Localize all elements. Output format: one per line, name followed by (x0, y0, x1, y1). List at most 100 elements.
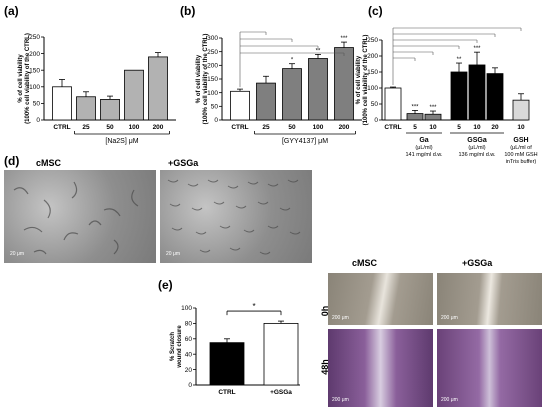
x-tick-label-c: 5 (457, 124, 461, 131)
micrograph-title-right: +GSGa (168, 158, 199, 168)
x-tick-label-a: 50 (106, 124, 114, 131)
x-tick-label-a: 200 (153, 124, 164, 131)
scratch-image-gsga-0h: 200 μm (437, 273, 542, 325)
y-axis-label-c: (100% cell viability of the CTRL) (363, 35, 369, 126)
significance-b: *** (340, 36, 348, 42)
bar-e-0 (209, 342, 245, 386)
x-tick-label-c: CTRL (384, 124, 401, 131)
panel-label-d: (d) (4, 154, 20, 168)
scratch-title-gsga: +GSGa (462, 258, 493, 268)
y-tick-label-b: 50 (211, 104, 219, 111)
x-tick-label-c: 10 (473, 124, 481, 131)
x-tick-label-b: 200 (339, 124, 350, 131)
y-axis-label-b: (100% cell viability of the CTRL) (203, 34, 209, 125)
significance-b: * (291, 58, 294, 64)
y-axis-label-e: wound closure (177, 325, 183, 369)
x-axis-label-b: [GYY4137] μM (282, 138, 328, 145)
bar-b-2 (282, 68, 302, 121)
panel-label-a: (a) (4, 4, 19, 18)
x-tick-label-c: 5 (413, 124, 417, 131)
scale-bar-label: 200 μm (441, 397, 458, 403)
significance-e: * (252, 302, 255, 311)
x-tick-label-c: 10 (429, 124, 437, 131)
bar-b-1 (256, 82, 276, 121)
scale-bar-label: 200 μm (332, 315, 349, 321)
x-tick-label-b: 50 (288, 124, 296, 131)
y-tick-label-b: 100 (207, 90, 218, 97)
y-tick-label-a: 100 (29, 84, 40, 91)
group-note-c: 100 mM GSH (504, 152, 537, 158)
group-unit-c: (μL/ml of (510, 145, 532, 151)
significance-c: *** (429, 105, 437, 111)
significance-c: *** (411, 104, 419, 110)
significance-c: *** (473, 46, 481, 52)
bar-a-1 (76, 96, 96, 121)
panel-label-c: (c) (368, 4, 383, 18)
scratch-image-cmsc-48h: 200 μm (328, 329, 433, 407)
y-tick-label-e: 20 (185, 367, 193, 374)
y-tick-label-e: 40 (185, 351, 193, 358)
significance-b: ** (316, 48, 321, 54)
panel-label-b: (b) (180, 4, 196, 18)
scale-bar-label: 200 μm (441, 315, 458, 321)
x-tick-label-a: 100 (129, 124, 140, 131)
y-tick-label-c: 100 (367, 85, 378, 92)
y-tick-label-c: 50 (371, 101, 379, 108)
x-tick-label-a: 25 (82, 124, 90, 131)
scale-bar-label: 200 μm (332, 397, 349, 403)
y-tick-label-a: 50 (33, 101, 41, 108)
micrograph-gsga: 20 μm (160, 170, 312, 263)
bar-a-2 (100, 99, 120, 121)
y-tick-label-c: 250 (367, 37, 378, 44)
x-tick-label-e: CTRL (218, 389, 235, 396)
group-note2-c: inTris buffer) (506, 159, 537, 165)
y-tick-label-b: 250 (207, 49, 218, 56)
cell-texture-cmsc (13, 181, 139, 255)
bar-a-0 (52, 86, 72, 121)
y-tick-label-c: 200 (367, 53, 378, 60)
y-tick-label-b: 200 (207, 63, 218, 70)
x-tick-label-b: CTRL (231, 124, 248, 131)
panel-label-e: (e) (158, 278, 173, 292)
x-tick-label-e: +GSGa (270, 389, 292, 396)
bar-a-4 (148, 56, 168, 121)
y-axis-label-c: % of cell viability (356, 55, 362, 104)
group-note-c: 141 mg/ml d.w. (406, 152, 443, 158)
micrograph-title-left: cMSC (36, 158, 62, 168)
scale-bar-label: 20 μm (10, 251, 24, 257)
y-tick-label-b: 0 (214, 117, 218, 124)
y-tick-label-c: 150 (367, 69, 378, 76)
y-tick-label-a: 250 (29, 34, 40, 41)
bar-b-4 (334, 47, 354, 121)
bar-c-0 (384, 87, 402, 121)
bar-b-3 (308, 58, 328, 121)
y-axis-label-a: % of cell viability (18, 54, 24, 103)
y-tick-label-a: 200 (29, 51, 40, 58)
group-name-c: Ga (419, 137, 428, 144)
scratch-image-gsga-48h: 200 μm (437, 329, 542, 407)
y-tick-label-a: 150 (29, 67, 40, 74)
x-tick-label-a: CTRL (53, 124, 70, 131)
bar-c-4 (468, 64, 486, 121)
group-name-c: GSH (513, 137, 528, 144)
x-tick-label-c: 10 (517, 124, 525, 131)
x-tick-label-b: 100 (313, 124, 324, 131)
y-tick-label-e: 80 (185, 321, 193, 328)
significance-c: ** (457, 57, 462, 63)
group-unit-c: (μL/ml) (468, 145, 485, 151)
y-tick-label-e: 0 (188, 382, 192, 389)
x-tick-label-c: 20 (491, 124, 499, 131)
bar-e-1 (263, 322, 299, 386)
scale-bar-label: 20 μm (166, 251, 180, 257)
y-tick-label-b: 300 (207, 35, 218, 42)
group-unit-c: (μL/ml) (415, 145, 432, 151)
bar-c-5 (486, 73, 504, 121)
y-tick-label-b: 150 (207, 76, 218, 83)
bar-a-3 (124, 69, 144, 121)
scratch-image-cmsc-0h: 200 μm (328, 273, 433, 325)
y-tick-label-e: 100 (181, 305, 192, 312)
y-tick-label-a: 0 (36, 117, 40, 124)
x-tick-label-b: 25 (262, 124, 270, 131)
y-tick-label-e: 60 (185, 336, 193, 343)
